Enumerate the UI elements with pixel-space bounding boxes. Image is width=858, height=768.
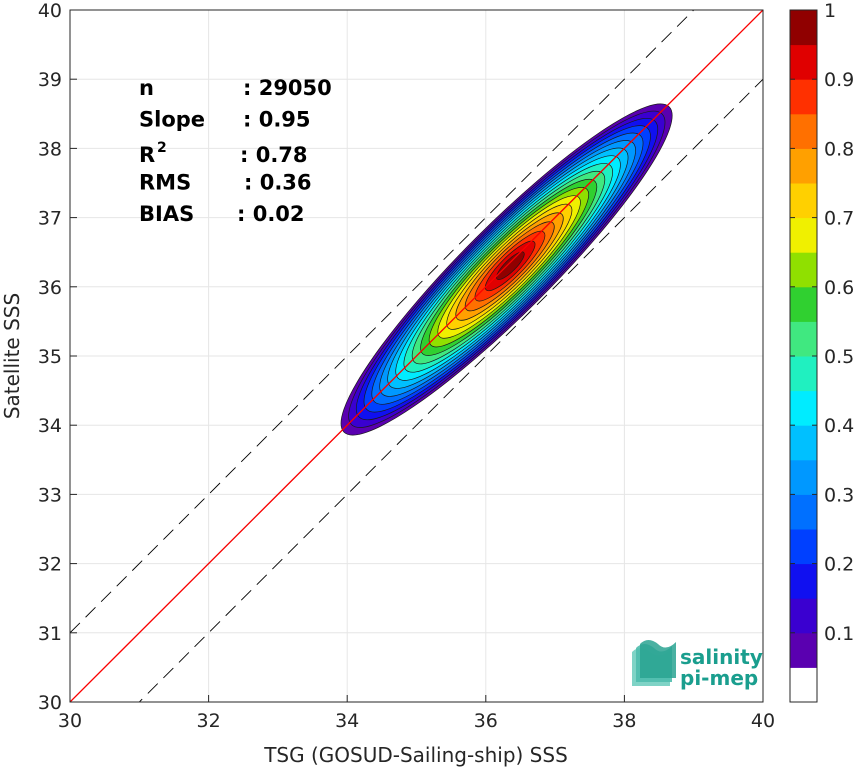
colorbar-segment [790, 425, 817, 461]
y-axis-label: Satellite SSS [0, 293, 24, 419]
logo-waves-icon [632, 640, 676, 686]
colorbar-segment [790, 44, 817, 80]
stat-key: Slope [139, 108, 205, 132]
colorbar-segment [790, 10, 817, 46]
stat-value: : 0.02 [237, 202, 305, 226]
density-contours [340, 103, 673, 436]
regression-line [70, 10, 763, 702]
colorbar-segment [790, 598, 817, 634]
stat-value: : 0.95 [243, 108, 311, 132]
colorbar-tick-label: 0.2 [824, 554, 854, 576]
colorbar-segment [790, 632, 817, 668]
colorbar-segment [790, 79, 817, 115]
stat-value: : 29050 [243, 76, 332, 100]
colorbar-segment [790, 356, 817, 392]
colorbar-tick-label: 0.4 [824, 415, 854, 437]
stat-value: : 0.78 [240, 143, 308, 167]
colorbar-tick-label: 0.7 [824, 208, 854, 230]
x-tick-label: 34 [335, 710, 359, 732]
y-tick-label: 38 [38, 138, 62, 160]
stat-key: RMS [139, 171, 191, 195]
y-tick-label: 32 [38, 554, 62, 576]
stat-key: n [139, 76, 154, 100]
colorbar-tick-label: 0.5 [824, 346, 854, 368]
logo-line2: pi-mep [680, 666, 758, 690]
y-tick-label: 33 [38, 484, 62, 506]
bound-dashed-line [70, 10, 695, 634]
colorbar-tick-label: 0.1 [824, 623, 854, 645]
x-tick-label: 40 [751, 710, 775, 732]
x-tick-label: 30 [58, 710, 82, 732]
y-tick-label: 31 [38, 623, 62, 645]
colorbar-tick-label: 0.6 [824, 277, 854, 299]
colorbar-segment [790, 529, 817, 565]
colorbar-segment [790, 321, 817, 357]
y-tick-label: 39 [38, 69, 62, 91]
colorbar-tick-label: 1 [824, 0, 836, 22]
colorbar-segment [790, 286, 817, 322]
colorbar-segment [790, 148, 817, 184]
stat-key-superscript: 2 [157, 140, 167, 156]
x-tick-label: 38 [612, 710, 636, 732]
colorbar-segment [790, 494, 817, 530]
colorbar-tick-label: 0.8 [824, 138, 854, 160]
colorbar-segment [790, 217, 817, 253]
y-tick-label: 37 [38, 208, 62, 230]
colorbar-segment [790, 252, 817, 288]
salinity-pi-mep-logo: salinity pi-mep [632, 640, 763, 690]
y-tick-label: 30 [38, 692, 62, 714]
y-tick-label: 40 [38, 0, 62, 22]
colorbar-tick-label: 0.3 [824, 484, 854, 506]
x-axis-label: TSG (GOSUD-Sailing-ship) SSS [263, 743, 568, 767]
stat-value: : 0.36 [244, 171, 312, 195]
x-tick-label: 36 [474, 710, 498, 732]
colorbar-segment [790, 563, 817, 599]
statistics-block: n : 29050 Slope : 0.95 R 2 : 0.78 RMS : 0.36 BIAS… [139, 76, 332, 226]
reference-lines [70, 10, 763, 702]
density-contour-level [496, 251, 525, 280]
stat-key: R [139, 143, 155, 167]
colorbar: 1 0.9 0.8 0.7 0.6 0.5 0.4 0.3 0.2 0.1 [789, 0, 854, 703]
logo-line1: salinity [680, 645, 763, 669]
colorbar-segment [790, 459, 817, 495]
stat-key: BIAS [139, 202, 194, 226]
colorbar-tick-label: 0.9 [824, 69, 854, 91]
y-tick-label: 35 [38, 346, 62, 368]
colorbar-segment [790, 667, 817, 702]
x-tick-label: 32 [197, 710, 221, 732]
y-tick-label: 36 [38, 277, 62, 299]
colorbar-segment [790, 390, 817, 426]
x-axis: 30 32 34 36 38 40 [58, 695, 775, 732]
colorbar-segment [790, 183, 817, 219]
y-tick-label: 34 [38, 415, 62, 437]
y-axis: 30 31 32 33 34 35 36 37 38 39 40 [38, 0, 77, 714]
bound-dashed-line [138, 78, 763, 702]
colorbar-segment [790, 113, 817, 149]
